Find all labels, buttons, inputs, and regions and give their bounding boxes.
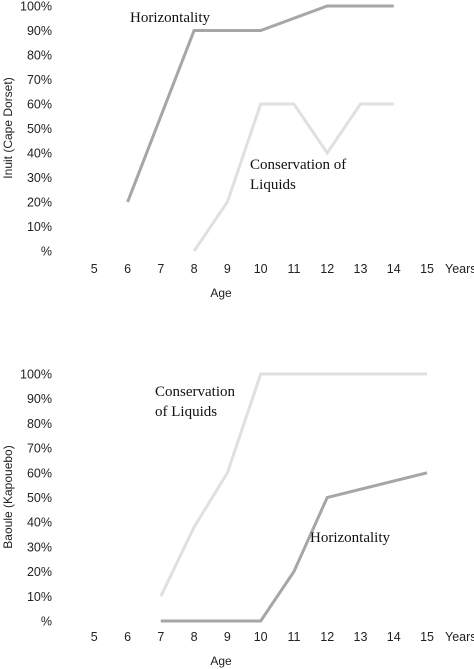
x-tick-label: 10 — [254, 262, 268, 276]
x-tick-label: 8 — [191, 630, 198, 644]
y-tick-label: 50% — [27, 122, 52, 136]
x-tick-label: 15 — [420, 630, 434, 644]
x-tick-label: 14 — [387, 262, 401, 276]
x-tick-label: 9 — [224, 262, 231, 276]
x-tick-label: 12 — [320, 262, 334, 276]
x-tick-label: 6 — [124, 262, 131, 276]
y-tick-label: 70% — [27, 442, 52, 456]
x-unit-label: Years — [445, 262, 474, 276]
x-tick-label: 7 — [157, 630, 164, 644]
y-tick-label: 90% — [27, 24, 52, 38]
y-tick-label: 60% — [27, 98, 52, 112]
y-tick-label: 60% — [27, 466, 52, 480]
y-axis-title: Inuit (Cape Dorset) — [1, 77, 15, 178]
chart-panel-1: % 10% 20% 30% 40% 50% 60% 70% 80% 90% 100% 5 6 7 8 9 10 1… — [1, 0, 474, 300]
y-tick-label: 100% — [20, 368, 52, 382]
y-axis-title: Baoule (Kapouebo) — [1, 445, 15, 548]
y-tick-label: 30% — [27, 540, 52, 554]
x-tick-label: 5 — [91, 630, 98, 644]
x-tick-label: 9 — [224, 630, 231, 644]
x-axis-title: Age — [210, 286, 232, 300]
y-tick-label: % — [41, 245, 52, 259]
y-tick-label: 20% — [27, 565, 52, 579]
series-annotation: Horizontality — [310, 530, 390, 546]
x-tick-label: 10 — [254, 630, 268, 644]
x-tick-label: 13 — [354, 262, 368, 276]
y-tick-label: 80% — [27, 49, 52, 63]
y-tick-label: 90% — [27, 392, 52, 406]
y-tick-label: 50% — [27, 491, 52, 505]
series-line-conservation-of-liquids — [159, 372, 427, 597]
x-tick-label: 13 — [354, 630, 368, 644]
series-line-conservation-of-liquids — [192, 102, 394, 252]
x-tick-label: 15 — [420, 262, 434, 276]
series-annotation: Conservation of Liquids — [250, 157, 346, 193]
y-tick-label: 100% — [20, 0, 52, 14]
x-tick-label: 8 — [191, 262, 198, 276]
y-tick-label: 70% — [27, 73, 52, 87]
y-tick-label: 40% — [27, 147, 52, 161]
chart-panel-2: % 10% 20% 30% 40% 50% 60% 70% 80% 90% 100% 5 6 7 8 9 10 1… — [1, 368, 474, 669]
y-tick-label: 10% — [27, 220, 52, 234]
y-tick-label: 40% — [27, 516, 52, 530]
x-axis-title: Age — [210, 654, 232, 668]
y-tick-label: 20% — [27, 196, 52, 210]
y-tick-label: 30% — [27, 171, 52, 185]
series-line-horizontality — [126, 4, 394, 203]
x-tick-label: 11 — [287, 262, 300, 276]
x-tick-label: 14 — [387, 630, 401, 644]
x-tick-label: 7 — [157, 262, 164, 276]
y-tick-label: 10% — [27, 590, 52, 604]
y-tick-label: 80% — [27, 417, 52, 431]
x-tick-label: 6 — [124, 630, 131, 644]
x-tick-label: 12 — [320, 630, 334, 644]
x-tick-label: 11 — [287, 630, 300, 644]
series-annotation: Horizontality — [130, 10, 210, 26]
series-line-horizontality — [160, 471, 428, 623]
y-tick-label: % — [41, 615, 52, 629]
x-tick-label: 5 — [91, 262, 98, 276]
x-unit-label: Years — [445, 630, 474, 644]
series-annotation: Conservation of Liquids — [155, 384, 235, 420]
